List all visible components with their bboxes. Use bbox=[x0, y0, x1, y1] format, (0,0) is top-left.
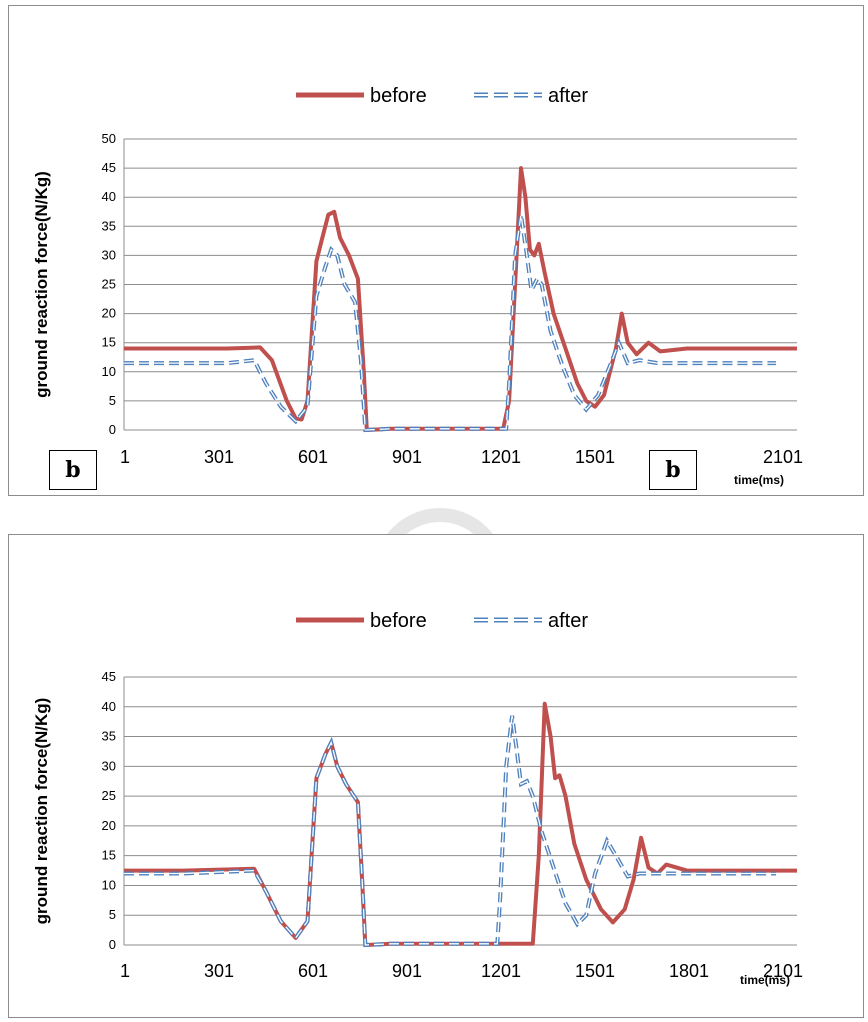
y-tick-label: 35 bbox=[102, 218, 116, 233]
x-tick-label: 1501 bbox=[575, 447, 615, 467]
legend-label-after: after bbox=[548, 610, 588, 632]
x-tick-label: 1201 bbox=[481, 447, 521, 467]
x-tick-label: 301 bbox=[204, 447, 234, 467]
x-axis-title: time(ms) bbox=[740, 973, 790, 987]
y-tick-label: 10 bbox=[102, 877, 116, 892]
x-tick-label: 1201 bbox=[481, 961, 521, 981]
legend-label-before: before bbox=[370, 610, 427, 632]
y-tick-label: 35 bbox=[102, 729, 116, 744]
y-tick-label: 15 bbox=[102, 848, 116, 863]
y-tick-label: 30 bbox=[102, 758, 116, 773]
y-axis-title: ground reaction force(N/Kg) bbox=[32, 171, 51, 398]
force-chart-top: 0510152025303540455013016019011201150112… bbox=[32, 85, 803, 487]
force-chart-bottom: 0 5 10 15 20 25 30 35 40 45 1 301 601 901 1201 1501 1801… bbox=[32, 610, 803, 987]
x-tick-label: 901 bbox=[392, 961, 422, 981]
series-line-after-highlight bbox=[124, 214, 776, 431]
y-axis-title: ground reaction force(N/Kg) bbox=[32, 698, 51, 925]
corner-label-left: b bbox=[49, 450, 97, 490]
chart-panel-bottom: 0 5 10 15 20 25 30 35 40 45 1 301 601 901 1201 1501 1801… bbox=[8, 534, 864, 1018]
y-tick-label: 10 bbox=[102, 364, 116, 379]
x-tick-label: 2101 bbox=[763, 961, 803, 981]
x-tick-label: 1 bbox=[120, 961, 130, 981]
y-tick-label: 30 bbox=[102, 247, 116, 262]
legend-label-after: after bbox=[548, 85, 588, 107]
y-tick-label: 45 bbox=[102, 669, 116, 684]
x-tick-label: 601 bbox=[298, 961, 328, 981]
series-line-after-highlight bbox=[124, 715, 776, 946]
y-tick-label: 40 bbox=[102, 699, 116, 714]
x-tick-label: 301 bbox=[204, 961, 234, 981]
x-tick-label: 1801 bbox=[669, 961, 709, 981]
series-line-after bbox=[124, 214, 776, 433]
x-axis-title: time(ms) bbox=[734, 473, 784, 487]
y-tick-label: 5 bbox=[109, 393, 116, 408]
y-tick-label: 25 bbox=[102, 788, 116, 803]
x-tick-label: 1 bbox=[120, 447, 130, 467]
y-tick-label: 25 bbox=[102, 277, 116, 292]
series-line-before bbox=[124, 701, 797, 947]
y-tick-label: 20 bbox=[102, 306, 116, 321]
x-tick-label: 601 bbox=[298, 447, 328, 467]
y-tick-label: 50 bbox=[102, 131, 116, 146]
series-line-before bbox=[124, 166, 797, 432]
x-tick-label: 1501 bbox=[575, 961, 615, 981]
y-tick-label: 20 bbox=[102, 818, 116, 833]
y-tick-label: 15 bbox=[102, 335, 116, 350]
series-line-after bbox=[124, 715, 776, 948]
y-tick-label: 5 bbox=[109, 907, 116, 922]
chart-panel-top: 0510152025303540455013016019011201150112… bbox=[8, 5, 864, 496]
corner-label-right: b bbox=[649, 450, 697, 490]
y-tick-label: 40 bbox=[102, 189, 116, 204]
x-tick-label: 901 bbox=[392, 447, 422, 467]
y-tick-label: 45 bbox=[102, 160, 116, 175]
y-tick-label: 0 bbox=[109, 937, 116, 952]
legend-label-before: before bbox=[370, 85, 427, 107]
y-tick-label: 0 bbox=[109, 422, 116, 437]
x-tick-label: 2101 bbox=[763, 447, 803, 467]
